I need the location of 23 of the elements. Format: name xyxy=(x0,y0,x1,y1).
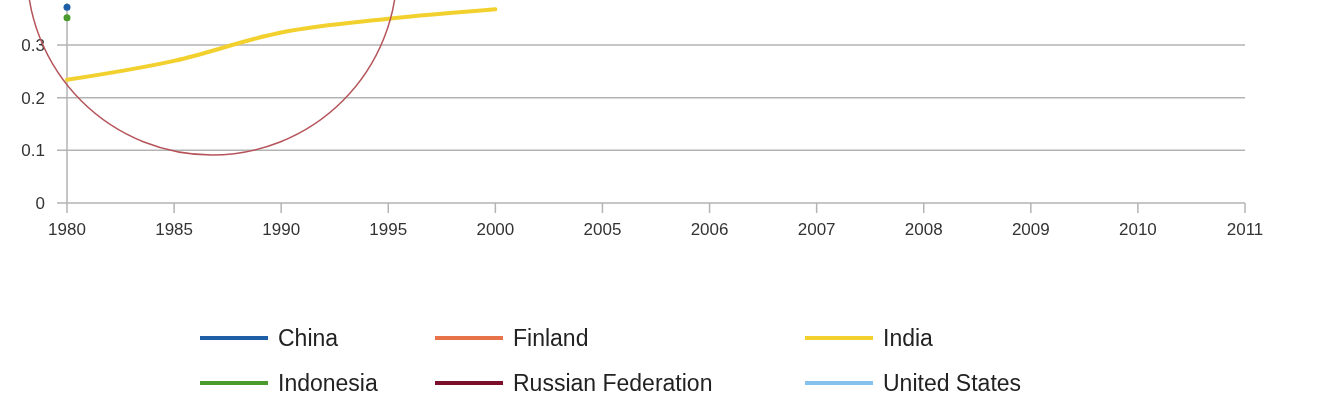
legend-label: United States xyxy=(883,370,1022,397)
legend-label: Finland xyxy=(513,325,589,352)
y-tick-label: 0.1 xyxy=(21,141,45,161)
y-tick-label: 0 xyxy=(35,193,45,213)
x-tick-label: 2007 xyxy=(797,220,836,239)
x-tick-label: 2005 xyxy=(583,220,622,239)
x-tick-label: 2008 xyxy=(904,220,943,239)
legend-label: India xyxy=(883,325,934,352)
x-tick-label: 1990 xyxy=(262,220,301,239)
x-tick-label: 2000 xyxy=(476,220,515,239)
x-tick-label: 2006 xyxy=(690,220,729,239)
x-tick-label: 1995 xyxy=(369,220,408,239)
legend-label: China xyxy=(278,325,339,352)
legend-label: Russian Federation xyxy=(513,370,713,397)
x-tick-label: 2009 xyxy=(1011,220,1050,239)
legend-label: Indonesia xyxy=(278,370,378,397)
y-tick-label: 0.3 xyxy=(21,36,45,56)
y-tick-label: 0.2 xyxy=(21,88,45,108)
x-tick-label: 1985 xyxy=(155,220,193,239)
x-tick-label: 2011 xyxy=(1226,220,1264,239)
x-tick-label: 1980 xyxy=(48,220,86,239)
line-series xyxy=(65,7,498,82)
x-tick-label: 2010 xyxy=(1118,220,1157,239)
